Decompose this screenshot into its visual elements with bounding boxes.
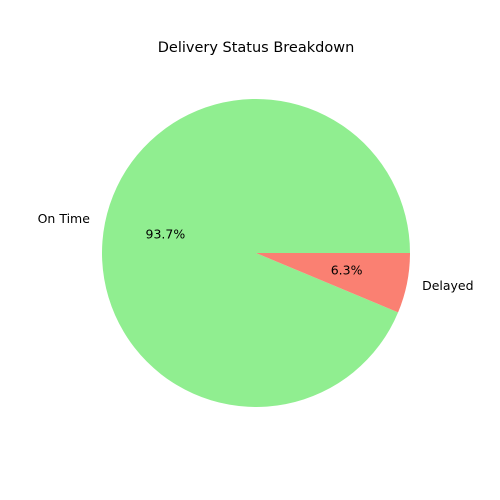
pie-slice-on-time bbox=[101, 99, 410, 408]
pie-labels: On Time 93.7% Delayed 6.3% bbox=[38, 211, 474, 293]
slice-label-delayed: Delayed bbox=[422, 278, 473, 293]
slice-label-on-time: On Time bbox=[38, 211, 91, 226]
chart-title: Delivery Status Breakdown bbox=[158, 40, 355, 56]
pie-slices bbox=[101, 99, 410, 408]
slice-percent-on-time: 93.7% bbox=[146, 226, 186, 241]
pie-slice-delayed bbox=[256, 253, 410, 313]
slice-percent-delayed: 6.3% bbox=[331, 263, 363, 278]
